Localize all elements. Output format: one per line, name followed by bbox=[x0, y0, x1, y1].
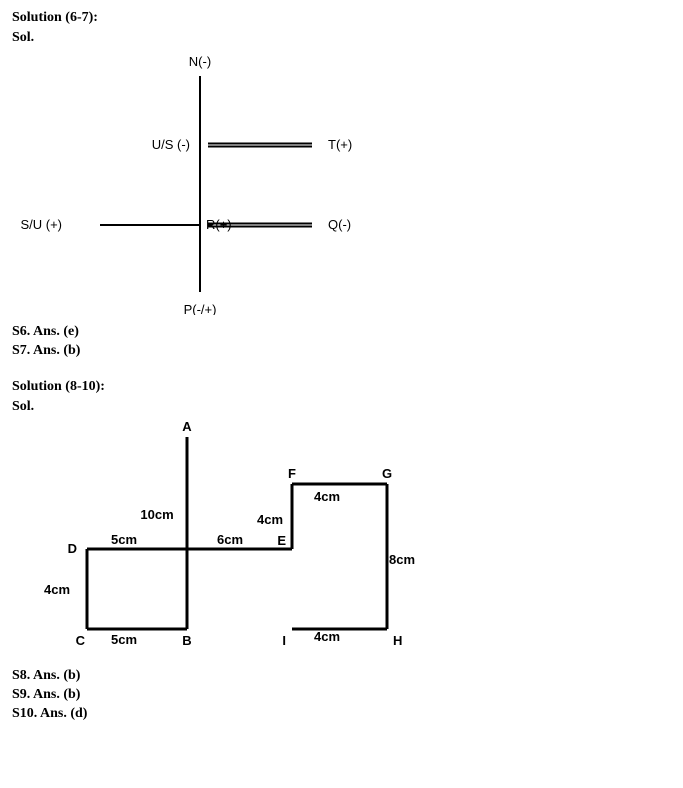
svg-text:F: F bbox=[288, 466, 296, 481]
svg-text:5cm: 5cm bbox=[111, 632, 137, 647]
svg-text:D: D bbox=[68, 541, 77, 556]
svg-text:5cm: 5cm bbox=[111, 532, 137, 547]
sol-label-1: Sol. bbox=[12, 30, 671, 46]
svg-text:T(+): T(+) bbox=[328, 137, 352, 152]
sol-label-2: Sol. bbox=[12, 399, 671, 415]
svg-text:N(-): N(-) bbox=[189, 54, 211, 69]
svg-text:U/S (-): U/S (-) bbox=[152, 137, 190, 152]
diagram-1-wrap: N(-) U/S (-) T(+) R(+) S/U (+) Q(-) P(-/+) bbox=[12, 50, 671, 315]
svg-text:R(+): R(+) bbox=[206, 217, 232, 232]
svg-text:G: G bbox=[382, 466, 392, 481]
svg-text:Q(-): Q(-) bbox=[328, 217, 351, 232]
svg-text:C: C bbox=[76, 633, 86, 648]
answers-block-1: S6. Ans. (e) S7. Ans. (b) bbox=[12, 323, 671, 361]
svg-text:E: E bbox=[277, 533, 286, 548]
answers-block-2: S8. Ans. (b) S9. Ans. (b) S10. Ans. (d) bbox=[12, 667, 671, 724]
svg-text:4cm: 4cm bbox=[314, 629, 340, 644]
solution-header-2: Solution (8-10): bbox=[12, 379, 671, 395]
diagram-2-wrap: ABDCEFGHI10cm5cm6cm4cm4cm8cm4cm4cm5cm bbox=[12, 419, 671, 659]
svg-text:8cm: 8cm bbox=[389, 552, 415, 567]
svg-text:A: A bbox=[182, 419, 192, 434]
svg-text:P(-/+): P(-/+) bbox=[184, 302, 217, 315]
svg-text:4cm: 4cm bbox=[314, 489, 340, 504]
answer-s9: S9. Ans. (b) bbox=[12, 686, 671, 705]
answer-s8: S8. Ans. (b) bbox=[12, 667, 671, 686]
svg-text:4cm: 4cm bbox=[257, 512, 283, 527]
svg-text:B: B bbox=[182, 633, 191, 648]
diagram-2: ABDCEFGHI10cm5cm6cm4cm4cm8cm4cm4cm5cm bbox=[12, 419, 452, 659]
diagram-1: N(-) U/S (-) T(+) R(+) S/U (+) Q(-) P(-/+) bbox=[12, 50, 432, 315]
svg-text:S/U (+): S/U (+) bbox=[20, 217, 62, 232]
solution-header-1: Solution (6-7): bbox=[12, 10, 671, 26]
svg-text:6cm: 6cm bbox=[217, 532, 243, 547]
svg-text:I: I bbox=[282, 633, 286, 648]
svg-text:4cm: 4cm bbox=[44, 582, 70, 597]
answer-s10: S10. Ans. (d) bbox=[12, 705, 671, 724]
answer-s7: S7. Ans. (b) bbox=[12, 342, 671, 361]
answer-s6: S6. Ans. (e) bbox=[12, 323, 671, 342]
svg-text:10cm: 10cm bbox=[140, 507, 173, 522]
svg-text:H: H bbox=[393, 633, 402, 648]
